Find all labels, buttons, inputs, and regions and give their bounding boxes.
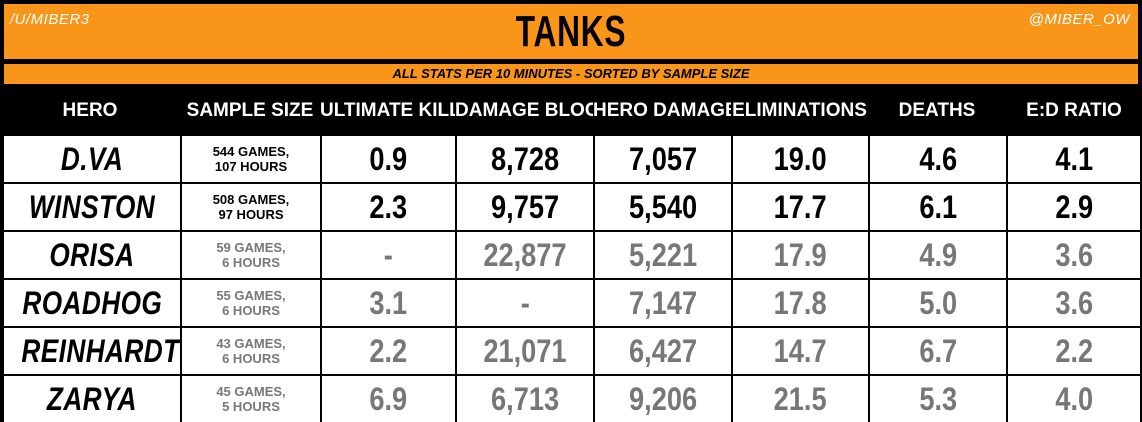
hero-damage: 7,057: [593, 134, 733, 184]
col-header-eliminations: ELIMINATIONS: [732, 100, 867, 121]
col-header-ultimate-kills: ULTIMATE KILLS: [320, 100, 455, 121]
hero-name: ROADHOG: [2, 278, 182, 328]
ed-ratio: 3.6: [1006, 230, 1142, 280]
col-header-deaths: DEATHS: [898, 100, 976, 121]
damage-blocked: 8,728: [455, 134, 595, 184]
hero-name: D.VA: [2, 134, 182, 184]
eliminations: 19.0: [731, 134, 870, 184]
eliminations: 17.7: [731, 182, 870, 232]
ultimate-kills: 6.9: [320, 374, 457, 422]
column-header-row: HERO SAMPLE SIZE ULTIMATE KILLS DAMAGE B…: [0, 87, 1142, 134]
deaths: 5.0: [868, 278, 1008, 328]
table-row: ORISA 59 GAMES, 6 HOURS - 22,877 5,221 17…: [2, 230, 1142, 280]
eliminations: 17.9: [731, 230, 870, 280]
sample-size: 544 GAMES, 107 HOURS: [180, 134, 322, 184]
hero-name: ORISA: [2, 230, 182, 280]
table-row: ROADHOG 55 GAMES, 6 HOURS 3.1 - 7,147 17.…: [2, 278, 1142, 328]
eliminations: 17.8: [731, 278, 870, 328]
col-header-hero-damage: HERO DAMAGE: [593, 100, 731, 121]
twitter-handle: @MIBER_OW: [1028, 11, 1130, 28]
table-row: D.VA 544 GAMES, 107 HOURS 0.9 8,728 7,057…: [2, 134, 1142, 184]
ultimate-kills: 0.9: [320, 134, 457, 184]
table-row: WINSTON 508 GAMES, 97 HOURS 2.3 9,757 5,5…: [2, 182, 1142, 232]
ed-ratio: 4.0: [1006, 374, 1142, 422]
ed-ratio: 2.2: [1006, 326, 1142, 376]
damage-blocked: 9,757: [455, 182, 595, 232]
hero-damage: 6,427: [593, 326, 733, 376]
deaths: 4.9: [868, 230, 1008, 280]
col-header-ed-ratio: E:D RATIO: [1026, 100, 1122, 121]
hero-name: ZARYA: [2, 374, 182, 422]
damage-blocked: 6,713: [455, 374, 595, 422]
page-title: TANKS: [515, 7, 627, 56]
deaths: 5.3: [868, 374, 1008, 422]
sample-size: 508 GAMES, 97 HOURS: [180, 182, 322, 232]
eliminations: 14.7: [731, 326, 870, 376]
ed-ratio: 3.6: [1006, 278, 1142, 328]
hero-damage: 7,147: [593, 278, 733, 328]
hero-name: WINSTON: [2, 182, 182, 232]
table-row: REINHARDT 43 GAMES, 6 HOURS 2.2 21,071 6,…: [2, 326, 1142, 376]
col-header-hero: HERO: [62, 100, 118, 121]
subtitle: ALL STATS PER 10 MINUTES - SORTED BY SAM…: [2, 62, 1140, 86]
damage-blocked: 21,071: [455, 326, 595, 376]
deaths: 6.7: [868, 326, 1008, 376]
damage-blocked: 22,877: [455, 230, 595, 280]
sample-size: 59 GAMES, 6 HOURS: [180, 230, 322, 280]
reddit-handle: /U/MIBER3: [10, 11, 90, 28]
hero-name: REINHARDT: [2, 326, 182, 376]
hero-damage: 5,540: [593, 182, 733, 232]
ultimate-kills: 3.1: [320, 278, 457, 328]
hero-damage: 5,221: [593, 230, 733, 280]
deaths: 6.1: [868, 182, 1008, 232]
ultimate-kills: 2.3: [320, 182, 457, 232]
stats-table: D.VA 544 GAMES, 107 HOURS 0.9 8,728 7,057…: [2, 134, 1142, 422]
sample-size: 55 GAMES, 6 HOURS: [180, 278, 322, 328]
ultimate-kills: 2.2: [320, 326, 457, 376]
sample-size: 43 GAMES, 6 HOURS: [180, 326, 322, 376]
hero-damage: 9,206: [593, 374, 733, 422]
eliminations: 21.5: [731, 374, 870, 422]
ed-ratio: 2.9: [1006, 182, 1142, 232]
col-header-sample-size: SAMPLE SIZE: [186, 100, 314, 121]
damage-blocked: -: [455, 278, 595, 328]
ed-ratio: 4.1: [1006, 134, 1142, 184]
col-header-damage-blocked: DAMAGE BLOCKED: [455, 100, 593, 121]
sample-size: 45 GAMES, 5 HOURS: [180, 374, 322, 422]
deaths: 4.6: [868, 134, 1008, 184]
title-banner: /U/MIBER3 TANKS @MIBER_OW: [2, 2, 1140, 61]
table-row: ZARYA 45 GAMES, 5 HOURS 6.9 6,713 9,206 2…: [2, 374, 1142, 422]
ultimate-kills: -: [320, 230, 457, 280]
